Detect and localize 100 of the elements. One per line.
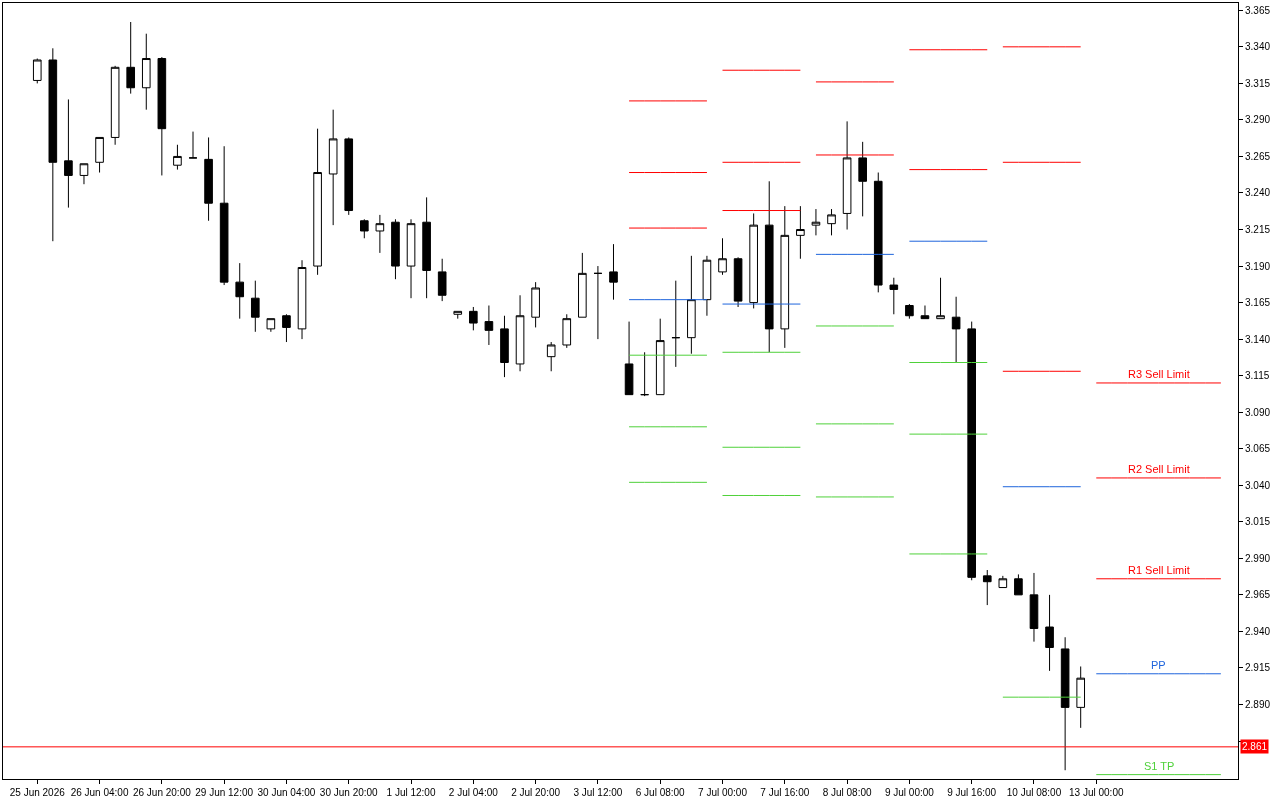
x-tick-label: 2 Jul 20:00: [511, 787, 561, 798]
candlestick: [64, 98, 73, 209]
candlestick: [484, 305, 494, 346]
y-tick-label: 3.215: [1245, 224, 1271, 236]
candlestick: [375, 214, 385, 254]
candlestick: [998, 575, 1008, 589]
x-tick-label: 1 Jul 12:00: [386, 787, 436, 798]
candlestick: [266, 318, 276, 333]
candlestick: [453, 310, 463, 320]
y-tick-label: 3.315: [1245, 77, 1271, 89]
candlestick: [515, 294, 525, 372]
x-tick-label: 25 Jun 2026: [9, 787, 66, 798]
y-tick-label: 3.290: [1245, 114, 1271, 126]
candlestick: [780, 205, 790, 349]
annotation: R2 Sell Limit: [1128, 463, 1190, 475]
candlestick: [1045, 594, 1054, 672]
candlestick: [655, 318, 665, 396]
candlestick: [1060, 636, 1070, 771]
y-tick-label: 3.040: [1245, 479, 1271, 491]
candlestick: [500, 315, 509, 378]
candlestick: [204, 136, 213, 222]
candlestick: [95, 136, 104, 174]
candlestick: [936, 277, 945, 320]
candlestick: [640, 351, 649, 397]
candlestick: [406, 218, 416, 299]
candlestick: [920, 305, 930, 320]
annotation: PP: [1151, 659, 1166, 671]
candlestick: [297, 259, 307, 340]
candlestick: [1014, 573, 1023, 596]
annotation: R1 Sell Limit: [1128, 564, 1190, 576]
x-tick-label: 30 Jun 20:00: [319, 787, 379, 798]
y-tick-label: 3.140: [1245, 333, 1271, 345]
candlestick: [951, 296, 961, 363]
candlestick: [250, 280, 260, 333]
candlestick: [360, 218, 369, 239]
candlestick: [687, 255, 696, 355]
candlestick: [328, 109, 338, 226]
candlestick: [811, 208, 821, 236]
candlestick: [313, 128, 322, 276]
candlestick: [32, 58, 42, 84]
candlestick: [905, 303, 914, 320]
candlestick: [437, 258, 447, 302]
x-tick-label: 26 Jun 04:00: [70, 787, 129, 798]
candlestick: [671, 280, 681, 368]
candlestick: [531, 281, 540, 328]
candlestick: [1029, 572, 1039, 643]
candlestick: [219, 145, 229, 286]
y-tick-label: 3.015: [1245, 516, 1271, 528]
y-tick-label: 2.940: [1245, 625, 1271, 637]
candlestick: [48, 47, 58, 242]
candlestick: [157, 56, 167, 176]
candlestick: [562, 313, 572, 349]
y-tick-label: 3.115: [1245, 370, 1270, 382]
x-tick-label: 30 Jun 04:00: [257, 787, 316, 798]
candlestick: [796, 205, 805, 260]
y-tick-label: 3.090: [1245, 406, 1271, 418]
candlestick: [141, 33, 151, 111]
x-tick-label: 8 Jul 08:00: [822, 787, 872, 798]
candlestick: [79, 163, 89, 185]
candlestick: [546, 341, 556, 372]
x-tick-label: 10 Jul 08:00: [1006, 787, 1062, 798]
y-tick-label: 2.990: [1245, 552, 1271, 564]
x-tick-label: 9 Jul 00:00: [884, 787, 935, 798]
candlestick: [702, 255, 712, 317]
candlestick: [593, 265, 603, 340]
candlestick: [469, 306, 478, 331]
candlestick: [842, 120, 852, 231]
candlestick: [967, 321, 976, 581]
x-tick-label: 3 Jul 12:00: [573, 787, 623, 798]
candlestick: [827, 208, 836, 236]
candlestick: [126, 21, 136, 95]
x-tick-label: 9 Jul 16:00: [947, 787, 997, 798]
candlestick: [609, 243, 618, 301]
x-tick-label: 7 Jul 00:00: [698, 787, 748, 798]
candlestick: [344, 136, 354, 216]
candlestick: [873, 172, 883, 293]
y-tick-label: 2.965: [1245, 589, 1271, 601]
candlestick: [764, 180, 774, 353]
candlestick: [110, 65, 120, 146]
candlestick: [578, 252, 587, 318]
annotation: R3 Sell Limit: [1128, 368, 1190, 380]
candlestick: [422, 196, 431, 299]
y-tick-label: 3.190: [1245, 260, 1271, 272]
y-tick-label: 3.240: [1245, 187, 1271, 199]
x-tick-label: 6 Jul 08:00: [635, 787, 686, 798]
y-tick-label: 3.265: [1245, 150, 1271, 162]
candlestick: [282, 313, 291, 343]
x-tick-label: 2 Jul 04:00: [448, 787, 499, 798]
candlestick: [982, 569, 992, 606]
candlestick: [235, 262, 245, 320]
candlestick: [889, 277, 899, 315]
x-tick-label: 26 Jun 20:00: [132, 787, 192, 798]
y-tick-label: 3.365: [1245, 4, 1271, 16]
candlestick: [733, 256, 743, 308]
candlestick: [858, 141, 867, 217]
candlestick: [1076, 665, 1086, 729]
ref-line-label: 2.861: [1242, 741, 1268, 752]
y-tick-label: 3.065: [1245, 443, 1271, 455]
y-tick-label: 2.915: [1245, 662, 1271, 674]
x-tick-label: 7 Jul 16:00: [760, 787, 810, 798]
